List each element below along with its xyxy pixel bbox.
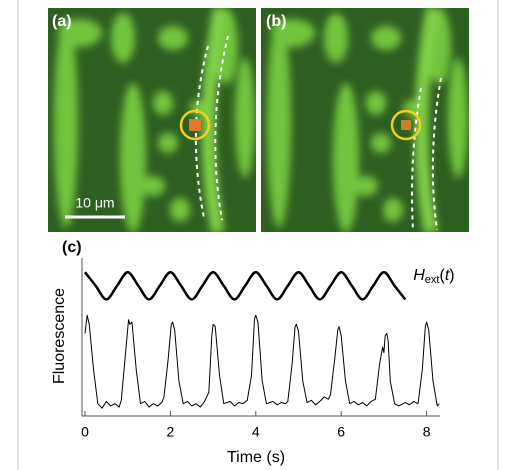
label-close: ) [449, 267, 454, 284]
x-tick-label: 2 [166, 424, 174, 440]
scale-bar-label: 10 μm [75, 195, 114, 211]
label-sub: ext [425, 274, 440, 286]
image-a [48, 8, 256, 233]
image-b [261, 8, 469, 233]
label-main: H [413, 267, 425, 284]
panel-label: (b) [266, 13, 286, 30]
series-label: Hext(t) [413, 267, 454, 286]
x-axis-label: Time (s) [227, 449, 285, 466]
x-tick-label: 6 [337, 424, 345, 440]
panel-label: (c) [62, 239, 82, 256]
fluorescence-trace [84, 314, 440, 409]
panel-label: (a) [52, 13, 72, 30]
x-tick-label: 8 [423, 424, 431, 440]
y-axis-label: Fluorescence [51, 288, 68, 384]
label-open: ( [439, 267, 445, 284]
label-arg: t [445, 267, 450, 284]
x-tick-label: 4 [252, 424, 260, 440]
field-curve [84, 270, 407, 301]
x-tick-label: 0 [81, 424, 89, 440]
